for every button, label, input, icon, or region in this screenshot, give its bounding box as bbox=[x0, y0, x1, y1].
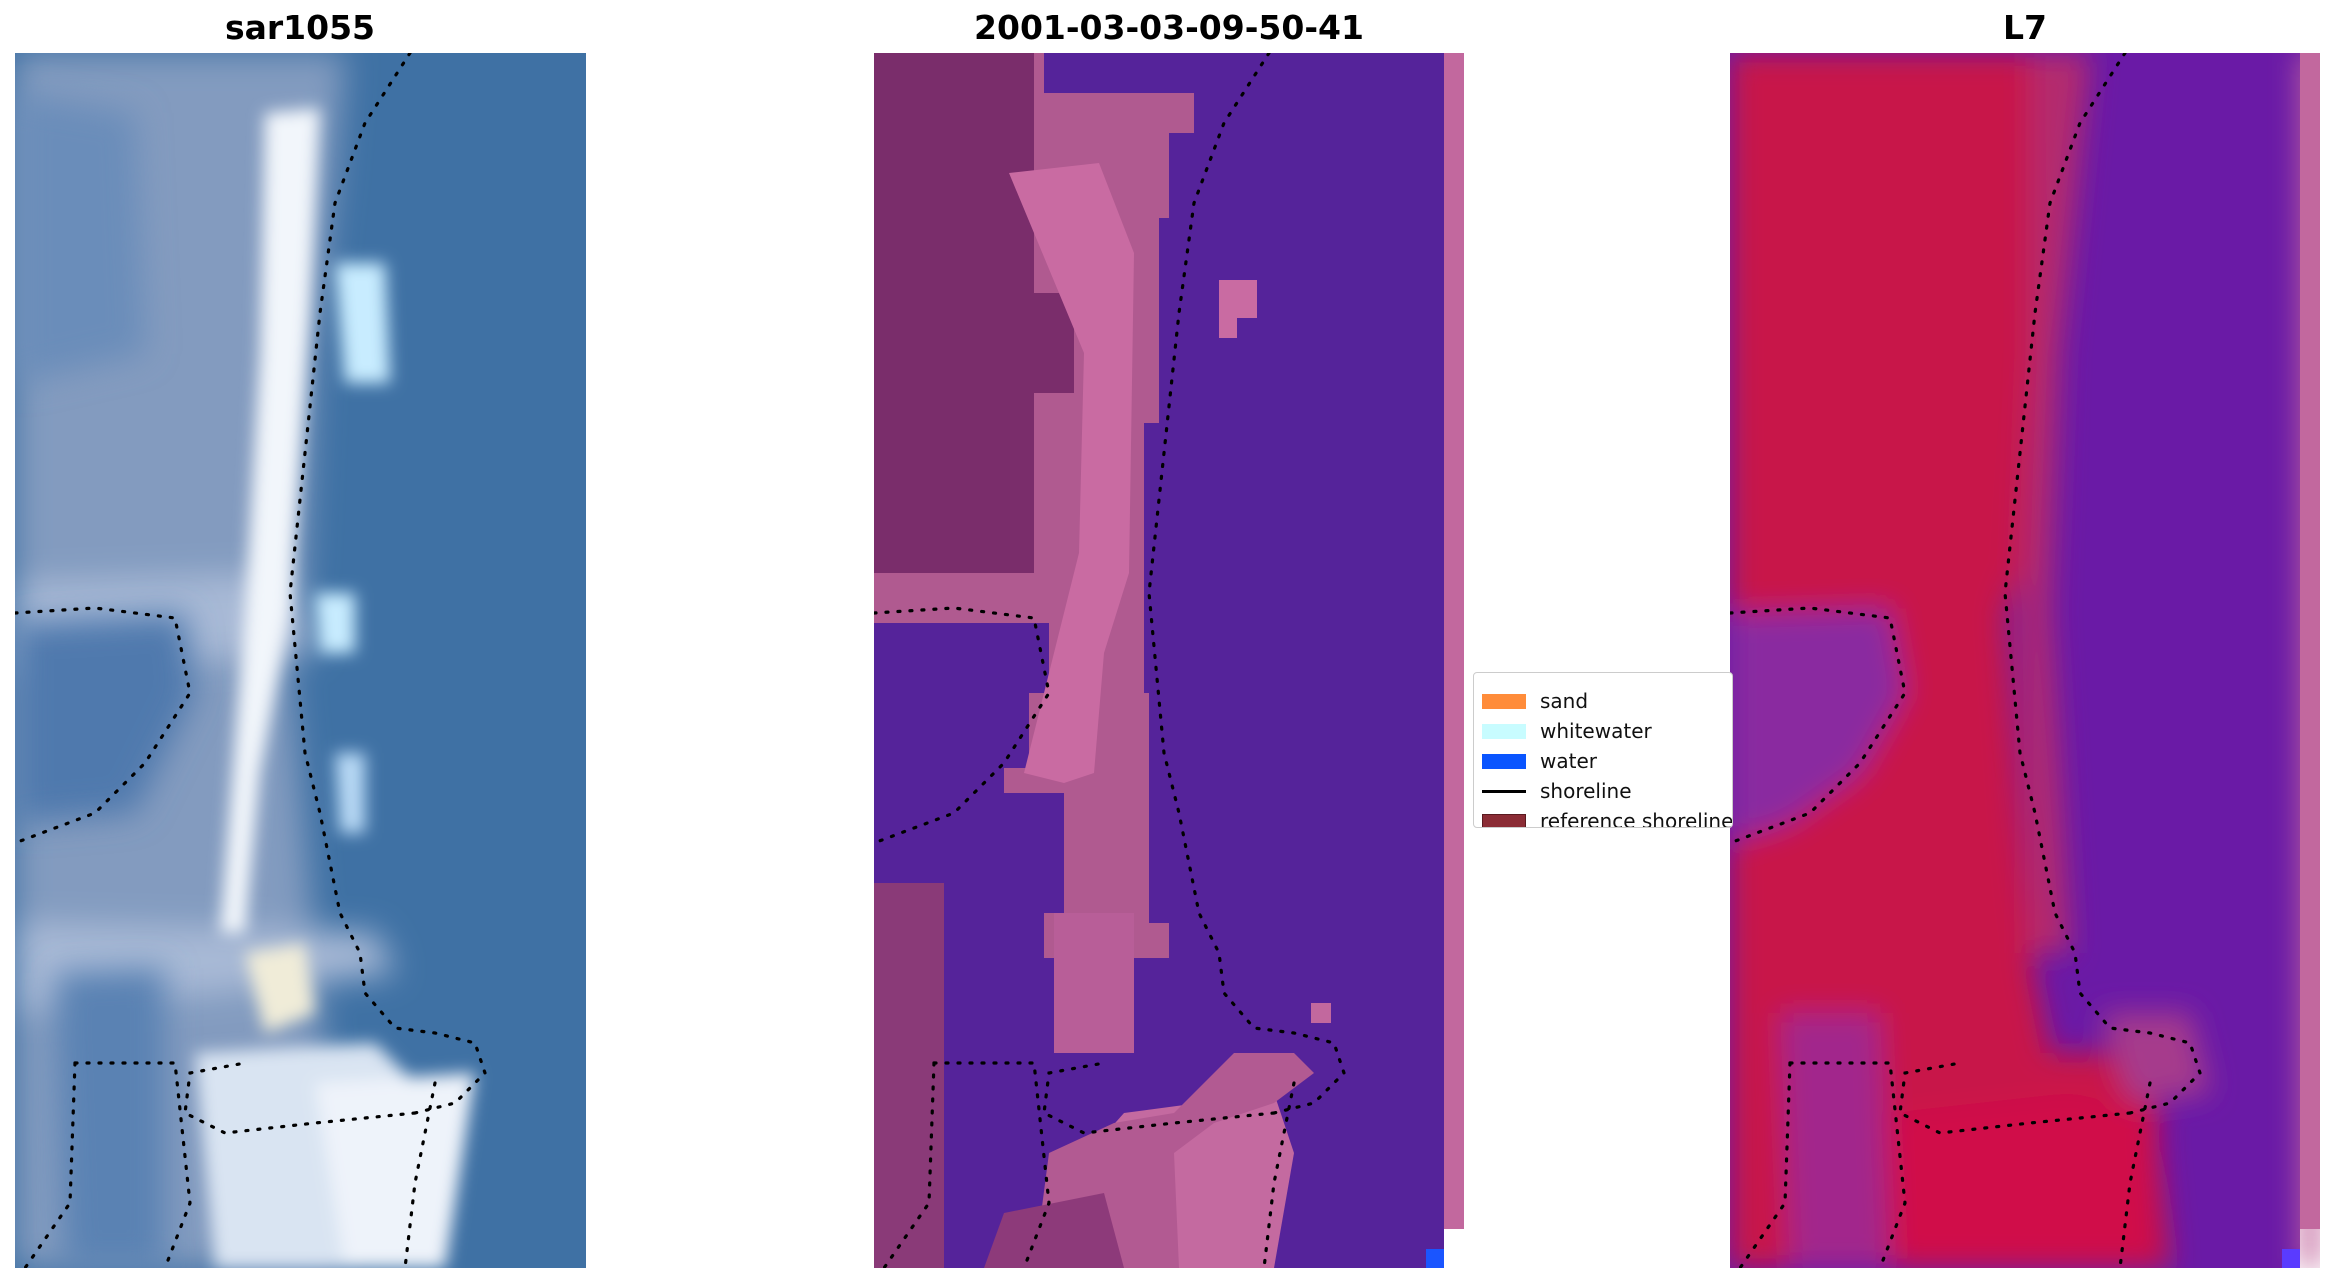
legend: sand whitewater water shoreline referenc… bbox=[1473, 672, 1733, 828]
legend-swatch-whitewater bbox=[1482, 724, 1526, 739]
panel-title-rgb: sar1055 bbox=[224, 8, 376, 47]
classified-image bbox=[874, 53, 1464, 1268]
panel-title-index: L7 bbox=[2003, 8, 2047, 47]
legend-label: shoreline bbox=[1540, 779, 1632, 803]
classified-edge-strip bbox=[1444, 53, 1464, 1229]
index-edge-strip bbox=[2300, 53, 2320, 1229]
legend-swatch-water bbox=[1482, 754, 1526, 769]
index-shoreline bbox=[1730, 53, 2202, 1268]
index-water-pixel bbox=[2282, 1249, 2300, 1268]
rgb-image-panel bbox=[15, 53, 586, 1268]
legend-line-shoreline bbox=[1482, 790, 1526, 793]
legend-swatch-sand bbox=[1482, 694, 1526, 709]
legend-label: reference shoreline bbox=[1540, 809, 1733, 828]
index-image bbox=[1730, 53, 2320, 1268]
legend-label: sand bbox=[1540, 689, 1589, 713]
legend-label: water bbox=[1540, 749, 1597, 773]
classified-shoreline bbox=[874, 53, 1346, 1268]
classified-water-pixel bbox=[1426, 1249, 1444, 1268]
panel-title-classified: 2001-03-03-09-50-41 bbox=[974, 8, 1364, 47]
classified-image-panel bbox=[874, 53, 1464, 1268]
rgb-image bbox=[15, 53, 586, 1268]
rgb-shoreline bbox=[15, 53, 487, 1268]
legend-swatch-reference-shoreline bbox=[1482, 814, 1526, 827]
legend-label: whitewater bbox=[1540, 719, 1652, 743]
index-image-panel bbox=[1730, 53, 2320, 1268]
